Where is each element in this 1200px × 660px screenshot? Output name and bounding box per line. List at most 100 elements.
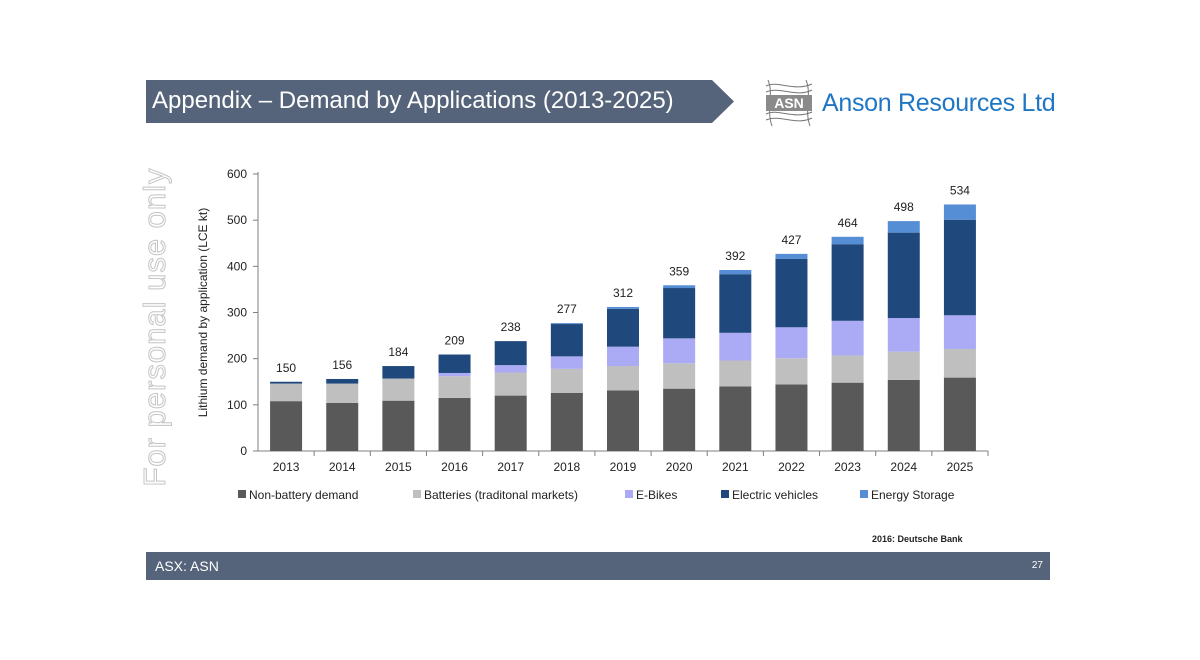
y-tick-label: 500 — [227, 213, 247, 227]
bar-segment — [326, 383, 359, 403]
x-tick-label: 2024 — [890, 460, 917, 474]
x-tick-label: 2020 — [666, 460, 693, 474]
x-tick-label: 2019 — [610, 460, 637, 474]
total-data-label: 209 — [445, 334, 465, 348]
total-data-label: 498 — [894, 200, 914, 214]
bar-segment — [719, 360, 752, 387]
y-tick-label: 200 — [227, 352, 247, 366]
bar-segment — [719, 386, 752, 451]
bar-segment — [607, 308, 639, 347]
bar-segment — [831, 244, 864, 321]
bar-segment — [326, 402, 359, 451]
legend-label: E-Bikes — [636, 488, 677, 502]
bar-segment — [831, 355, 864, 383]
y-tick-label: 300 — [227, 306, 247, 320]
bar-segment — [663, 288, 696, 339]
total-data-label: 156 — [332, 358, 352, 372]
legend-label: Electric vehicles — [732, 488, 818, 502]
x-tick-label: 2014 — [329, 460, 356, 474]
company-name: Anson Resources Ltd — [822, 89, 1056, 117]
title-banner-shape — [146, 80, 734, 123]
bar-segment — [663, 388, 696, 451]
bar-segment — [382, 400, 415, 451]
bar-segment — [438, 354, 471, 373]
bar-segment — [775, 384, 808, 451]
x-tick-label: 2021 — [722, 460, 749, 474]
total-data-label: 427 — [781, 233, 801, 247]
bar-segment — [775, 358, 808, 385]
bar-segment — [607, 346, 639, 367]
bar-segment — [663, 338, 696, 364]
bar-segment — [382, 378, 415, 401]
y-tick-label: 0 — [240, 444, 247, 458]
legend-swatch — [625, 490, 633, 498]
bar-segment — [831, 236, 864, 245]
total-data-label: 534 — [950, 183, 970, 197]
company-logo: ASN Anson Resources Ltd — [764, 78, 1064, 132]
bar-segment — [550, 323, 583, 325]
asn-logo-mark-icon: ASN — [765, 79, 813, 127]
bar-segment — [382, 366, 415, 379]
bar-segment — [494, 372, 527, 396]
bar-segment — [494, 341, 527, 366]
bar-segment — [438, 372, 471, 377]
total-data-label: 150 — [276, 361, 296, 375]
bar-segment — [663, 285, 696, 289]
bar-segment — [607, 306, 639, 309]
bar-segment — [943, 204, 976, 220]
x-tick-label: 2015 — [385, 460, 412, 474]
bar-segment — [494, 365, 527, 373]
watermark-text: For personal use only — [137, 167, 173, 487]
bar-segment — [943, 377, 976, 451]
slide-title: Appendix – Demand by Applications (2013-… — [152, 87, 674, 114]
bar-segment — [775, 258, 808, 328]
demand-chart: 0 100 200 300 400 500 600 Lithium demand by app… — [196, 167, 989, 502]
x-tick-label: 2016 — [441, 460, 468, 474]
bar-segment — [887, 351, 920, 380]
title-banner: Appendix – Demand by Applications (2013-… — [146, 80, 734, 123]
x-tick-label: 2023 — [834, 460, 861, 474]
bar-segment — [887, 232, 920, 319]
y-tick-label: 100 — [227, 398, 247, 412]
watermark: For personal use only — [132, 152, 178, 502]
bar-segment — [943, 315, 976, 349]
bar-segment — [607, 366, 639, 391]
y-axis-label: Lithium demand by application (LCE kt) — [196, 208, 210, 417]
bar-segment — [438, 376, 471, 398]
bar-segment — [270, 401, 303, 451]
total-data-label: 312 — [613, 286, 633, 300]
bar-segment — [438, 397, 471, 451]
legend-label: Energy Storage — [871, 488, 955, 502]
total-data-label: 359 — [669, 264, 689, 278]
x-tick-label: 2025 — [947, 460, 974, 474]
legend-label: Non-battery demand — [249, 488, 358, 502]
source-note: 2016: Deutsche Bank — [872, 534, 963, 544]
bar-segment — [831, 320, 864, 356]
bar-segment — [326, 378, 359, 384]
bar-segment — [719, 274, 752, 333]
bar-segment — [270, 381, 303, 384]
x-tick-label: 2022 — [778, 460, 805, 474]
bar-segment — [887, 379, 920, 451]
bar-segment — [550, 324, 583, 357]
bar-segment — [607, 390, 639, 451]
x-tick-label: 2017 — [497, 460, 524, 474]
logo-mark-text: ASN — [774, 95, 804, 111]
total-data-label: 277 — [557, 302, 577, 316]
bar-segment — [775, 253, 808, 259]
total-data-label: 392 — [725, 249, 745, 263]
legend-swatch — [860, 490, 868, 498]
x-tick-label: 2013 — [273, 460, 300, 474]
legend-swatch — [413, 490, 421, 498]
legend-swatch — [238, 490, 246, 498]
y-tick-label: 600 — [227, 167, 247, 181]
x-tick-label: 2018 — [553, 460, 580, 474]
bar-segment — [775, 327, 808, 359]
bar-segment — [550, 368, 583, 393]
bar-segment — [831, 382, 864, 451]
legend-swatch — [721, 490, 729, 498]
bar-segment — [663, 363, 696, 389]
bar-segment — [719, 332, 752, 361]
total-data-label: 238 — [501, 320, 521, 334]
bar-segment — [550, 392, 583, 451]
